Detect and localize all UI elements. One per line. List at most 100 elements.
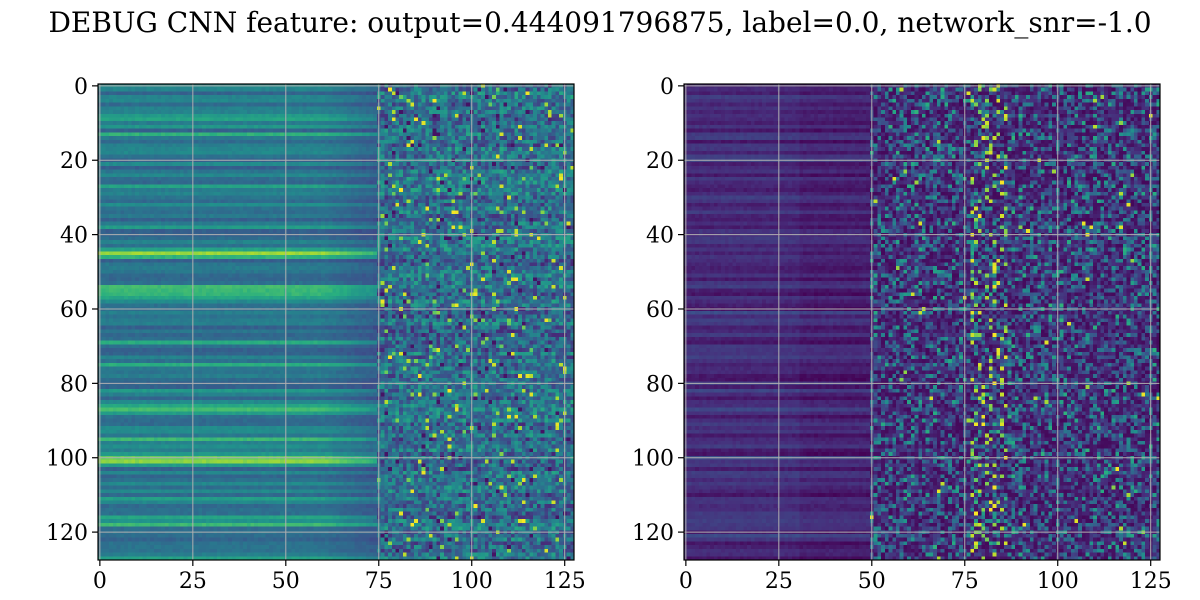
heatmap-cell bbox=[328, 188, 333, 192]
heatmap-cell bbox=[451, 210, 456, 215]
heatmap-cell bbox=[194, 203, 199, 207]
heatmap-cell bbox=[521, 124, 526, 129]
heatmap-cell bbox=[521, 188, 526, 192]
heatmap-cell bbox=[343, 203, 348, 207]
heatmap-cell bbox=[213, 150, 218, 155]
heatmap-cell bbox=[544, 180, 549, 185]
heatmap-cell bbox=[455, 154, 459, 159]
heatmap-cell bbox=[276, 162, 281, 166]
heatmap-cell bbox=[436, 95, 441, 100]
heatmap-cell bbox=[362, 132, 366, 137]
heatmap-cell bbox=[414, 102, 418, 107]
heatmap-cell bbox=[499, 221, 504, 226]
heatmap-cell bbox=[365, 195, 370, 200]
heatmap-cell bbox=[391, 113, 396, 118]
heatmap-cell bbox=[194, 214, 199, 219]
heatmap-cell bbox=[172, 139, 177, 144]
heatmap-cell bbox=[124, 136, 128, 140]
heatmap-cell bbox=[425, 98, 430, 103]
heatmap-cell bbox=[414, 150, 418, 155]
heatmap-cell bbox=[164, 95, 169, 100]
heatmap-cell bbox=[455, 176, 459, 181]
heatmap-cell bbox=[246, 217, 251, 222]
heatmap-cell bbox=[503, 195, 508, 200]
heatmap-cell bbox=[276, 184, 281, 189]
heatmap-cell bbox=[373, 225, 378, 230]
heatmap-cell bbox=[347, 154, 352, 159]
heatmap-cell bbox=[321, 206, 325, 211]
heatmap-cell bbox=[291, 203, 296, 207]
heatmap-cell bbox=[406, 143, 411, 148]
heatmap-cell bbox=[168, 199, 173, 204]
heatmap-cell bbox=[492, 162, 497, 166]
heatmap-cell bbox=[380, 139, 385, 144]
heatmap-cell bbox=[146, 98, 151, 103]
heatmap-cell bbox=[287, 199, 292, 204]
heatmap-cell bbox=[336, 191, 340, 196]
heatmap-cell bbox=[295, 195, 299, 200]
heatmap-cell bbox=[362, 154, 366, 159]
heatmap-cell bbox=[228, 91, 233, 96]
heatmap-cell bbox=[202, 139, 206, 144]
heatmap-cell bbox=[510, 203, 515, 207]
heatmap-cell bbox=[313, 206, 318, 211]
heatmap-cell bbox=[209, 203, 214, 207]
heatmap-cell bbox=[261, 162, 266, 166]
heatmap-cell bbox=[231, 95, 236, 100]
heatmap-cell bbox=[503, 136, 508, 140]
heatmap-cell bbox=[570, 124, 575, 129]
heatmap-cell bbox=[510, 162, 515, 166]
heatmap-cell bbox=[224, 195, 229, 200]
heatmap-cell bbox=[246, 165, 251, 170]
heatmap-cell bbox=[202, 191, 206, 196]
heatmap-cell bbox=[287, 173, 292, 178]
heatmap-cell bbox=[529, 191, 534, 196]
heatmap-cell bbox=[514, 214, 519, 219]
heatmap-cell bbox=[336, 95, 340, 100]
heatmap-cell bbox=[179, 225, 184, 230]
heatmap-cell bbox=[220, 203, 225, 207]
heatmap-cell bbox=[109, 106, 114, 111]
heatmap-cell bbox=[280, 180, 285, 185]
heatmap-cell bbox=[309, 210, 314, 215]
heatmap-cell bbox=[254, 102, 259, 107]
heatmap-cell bbox=[488, 195, 493, 200]
heatmap-cell bbox=[443, 225, 448, 230]
heatmap-cell bbox=[135, 117, 140, 122]
heatmap-cell bbox=[373, 173, 378, 178]
heatmap-cell bbox=[399, 225, 404, 230]
heatmap-cell bbox=[432, 162, 437, 166]
heatmap-cell bbox=[131, 113, 136, 118]
heatmap-cell bbox=[209, 110, 214, 114]
heatmap-cell bbox=[406, 206, 411, 211]
heatmap-cell bbox=[365, 150, 370, 155]
heatmap-cell bbox=[261, 128, 266, 133]
heatmap-cell bbox=[373, 150, 378, 155]
heatmap-cell bbox=[116, 180, 121, 185]
heatmap-cell bbox=[373, 124, 378, 129]
heatmap-cell bbox=[547, 154, 552, 159]
heatmap-cell bbox=[161, 150, 166, 155]
heatmap-cell bbox=[369, 173, 374, 178]
heatmap-cell bbox=[555, 106, 560, 111]
heatmap-cell bbox=[116, 98, 121, 103]
heatmap-cell bbox=[484, 139, 489, 144]
heatmap-cell bbox=[295, 214, 299, 219]
heatmap-cell bbox=[365, 113, 370, 118]
heatmap-cell bbox=[455, 165, 459, 170]
heatmap-cell bbox=[481, 139, 485, 144]
heatmap-cell bbox=[350, 217, 355, 222]
heatmap-cell bbox=[209, 102, 214, 107]
heatmap-cell bbox=[135, 173, 140, 178]
heatmap-cell bbox=[462, 199, 467, 204]
heatmap-cell bbox=[116, 147, 121, 152]
heatmap-cell bbox=[280, 225, 285, 230]
heatmap-cell bbox=[432, 206, 437, 211]
heatmap-cell bbox=[414, 113, 418, 118]
heatmap-cell bbox=[298, 210, 303, 215]
heatmap-cell bbox=[295, 206, 299, 211]
heatmap-cell bbox=[447, 121, 452, 126]
heatmap-cell bbox=[157, 199, 162, 204]
heatmap-cell bbox=[440, 113, 444, 118]
heatmap-cell bbox=[313, 121, 318, 126]
